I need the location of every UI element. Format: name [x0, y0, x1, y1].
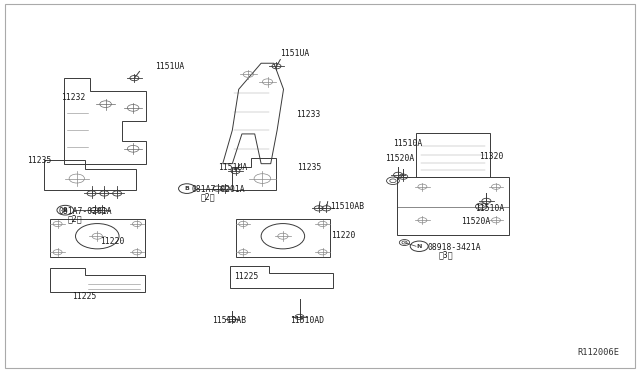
Bar: [50, 219, 145, 257]
Text: 1151UA: 1151UA: [155, 62, 184, 71]
Text: 11220: 11220: [100, 237, 125, 246]
Text: R112006E: R112006E: [577, 348, 620, 357]
Text: 08918-3421A: 08918-3421A: [428, 243, 481, 252]
Text: N: N: [417, 244, 422, 249]
Text: 11520A: 11520A: [461, 217, 490, 226]
Text: 11220: 11220: [331, 231, 355, 240]
Text: 081A7-0201A: 081A7-0201A: [192, 185, 246, 194]
Text: （3）: （3）: [439, 250, 454, 259]
Text: B: B: [184, 186, 189, 191]
Bar: [236, 219, 330, 257]
Text: 11232: 11232: [61, 93, 86, 102]
Text: 081A7-0201A: 081A7-0201A: [59, 207, 113, 216]
Text: 11235: 11235: [27, 156, 51, 165]
Text: 11320: 11320: [479, 152, 503, 161]
Bar: [397, 177, 509, 235]
Bar: [416, 133, 490, 177]
Text: （2）: （2）: [201, 192, 216, 201]
Text: 11225: 11225: [234, 272, 259, 280]
Text: 11510A: 11510A: [393, 139, 422, 148]
Text: 11510AB: 11510AB: [212, 316, 246, 325]
Text: 1151UA: 1151UA: [280, 49, 309, 58]
Text: 11225: 11225: [72, 292, 96, 301]
Text: B: B: [63, 208, 68, 213]
Text: 11233: 11233: [296, 110, 320, 119]
Text: 11235: 11235: [297, 163, 321, 172]
Text: 11520A: 11520A: [385, 154, 415, 163]
Text: （2）: （2）: [67, 214, 82, 223]
Text: 11510AB: 11510AB: [330, 202, 364, 211]
Text: 1151UA: 1151UA: [218, 163, 247, 172]
Text: 11510AD: 11510AD: [291, 316, 324, 325]
Text: 11510A: 11510A: [475, 204, 504, 213]
